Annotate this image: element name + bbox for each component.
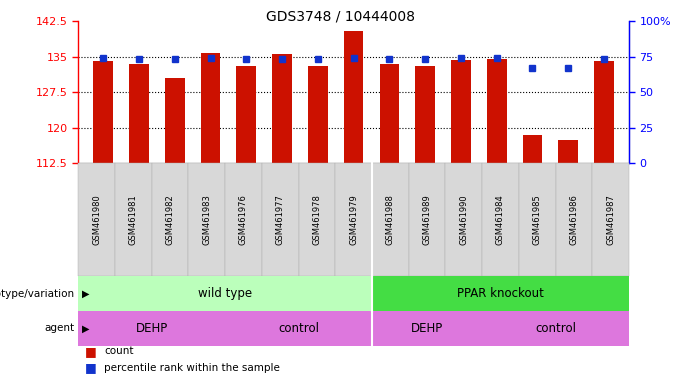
Text: GSM461976: GSM461976 — [239, 194, 248, 245]
Text: GSM461982: GSM461982 — [165, 194, 175, 245]
Text: GSM461981: GSM461981 — [129, 194, 138, 245]
Text: wild type: wild type — [198, 287, 252, 300]
Bar — [201, 53, 220, 163]
Text: GSM461989: GSM461989 — [422, 194, 432, 245]
Text: GDS3748 / 10444008: GDS3748 / 10444008 — [265, 10, 415, 23]
Bar — [344, 31, 363, 163]
Text: GSM461986: GSM461986 — [569, 194, 579, 245]
Bar — [415, 66, 435, 163]
Text: GSM461985: GSM461985 — [532, 194, 542, 245]
Text: genotype/variation: genotype/variation — [0, 289, 75, 299]
Text: control: control — [535, 322, 576, 335]
Text: GSM461988: GSM461988 — [386, 194, 395, 245]
Bar — [379, 64, 399, 163]
Text: ▶: ▶ — [82, 323, 89, 333]
Text: ■: ■ — [85, 345, 97, 358]
Bar — [308, 66, 328, 163]
Bar — [165, 78, 184, 163]
Bar — [237, 66, 256, 163]
Text: GSM461990: GSM461990 — [459, 195, 469, 245]
Text: count: count — [104, 346, 133, 356]
Text: control: control — [278, 322, 319, 335]
Bar — [523, 135, 542, 163]
Text: PPAR knockout: PPAR knockout — [457, 287, 544, 300]
Text: ▶: ▶ — [82, 289, 89, 299]
Text: ■: ■ — [85, 361, 97, 374]
Text: percentile rank within the sample: percentile rank within the sample — [104, 363, 280, 373]
Bar — [594, 61, 614, 163]
Text: GSM461979: GSM461979 — [349, 194, 358, 245]
Bar — [93, 61, 113, 163]
Bar — [129, 64, 149, 163]
Text: agent: agent — [45, 323, 75, 333]
Text: DEHP: DEHP — [135, 322, 168, 335]
Text: GSM461977: GSM461977 — [275, 194, 285, 245]
Text: GSM461984: GSM461984 — [496, 194, 505, 245]
Text: GSM461978: GSM461978 — [312, 194, 322, 245]
Text: DEHP: DEHP — [411, 322, 443, 335]
Bar — [558, 139, 578, 163]
Text: GSM461987: GSM461987 — [606, 194, 615, 245]
Bar — [487, 59, 507, 163]
Bar — [451, 60, 471, 163]
Text: GSM461980: GSM461980 — [92, 194, 101, 245]
Bar — [272, 54, 292, 163]
Text: GSM461983: GSM461983 — [202, 194, 211, 245]
